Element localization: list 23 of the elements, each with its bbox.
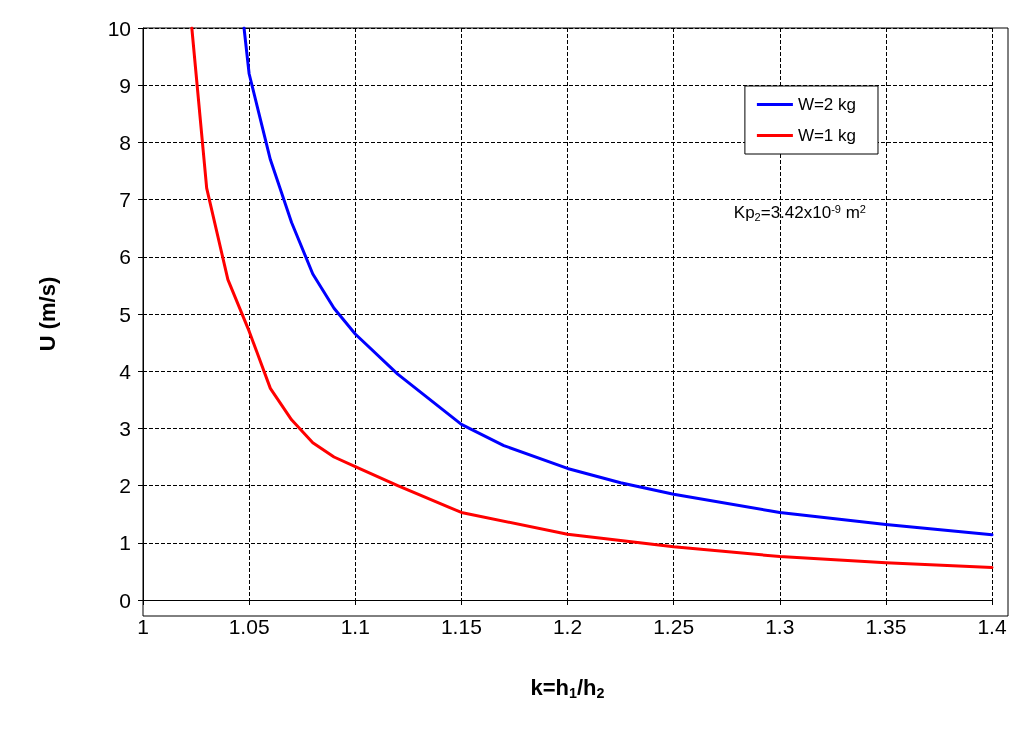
- y-tick-label: 1: [119, 531, 131, 555]
- x-tick-label: 1.3: [765, 615, 795, 638]
- x-tick-label: 1.05: [228, 615, 270, 638]
- x-tick-label: 1.4: [977, 615, 1007, 638]
- y-tick-label: 6: [119, 245, 131, 269]
- y-axis-title: U (m/s): [34, 276, 60, 352]
- x-tick-label: 1.35: [865, 615, 907, 638]
- x-tick-label: 1.1: [340, 615, 370, 638]
- x-tick-label: 1.15: [440, 615, 482, 638]
- y-tick-label: 9: [119, 73, 131, 97]
- x-tick-label: 1: [137, 615, 149, 638]
- legend-label: W=1 kg: [797, 126, 856, 145]
- x-tick-label: 1.2: [552, 615, 583, 638]
- y-tick-label: 4: [119, 359, 132, 383]
- x-tick-label: 1.25: [653, 615, 695, 638]
- y-tick-label: 3: [119, 416, 131, 440]
- legend-label: W=2 kg: [797, 95, 856, 114]
- y-tick-label: 10: [107, 16, 131, 40]
- y-tick-label: 2: [119, 474, 131, 498]
- y-tick-label: 5: [119, 302, 131, 326]
- y-tick-label: 7: [119, 188, 131, 212]
- y-tick-label: 8: [119, 130, 131, 154]
- y-tick-label: 0: [119, 588, 131, 612]
